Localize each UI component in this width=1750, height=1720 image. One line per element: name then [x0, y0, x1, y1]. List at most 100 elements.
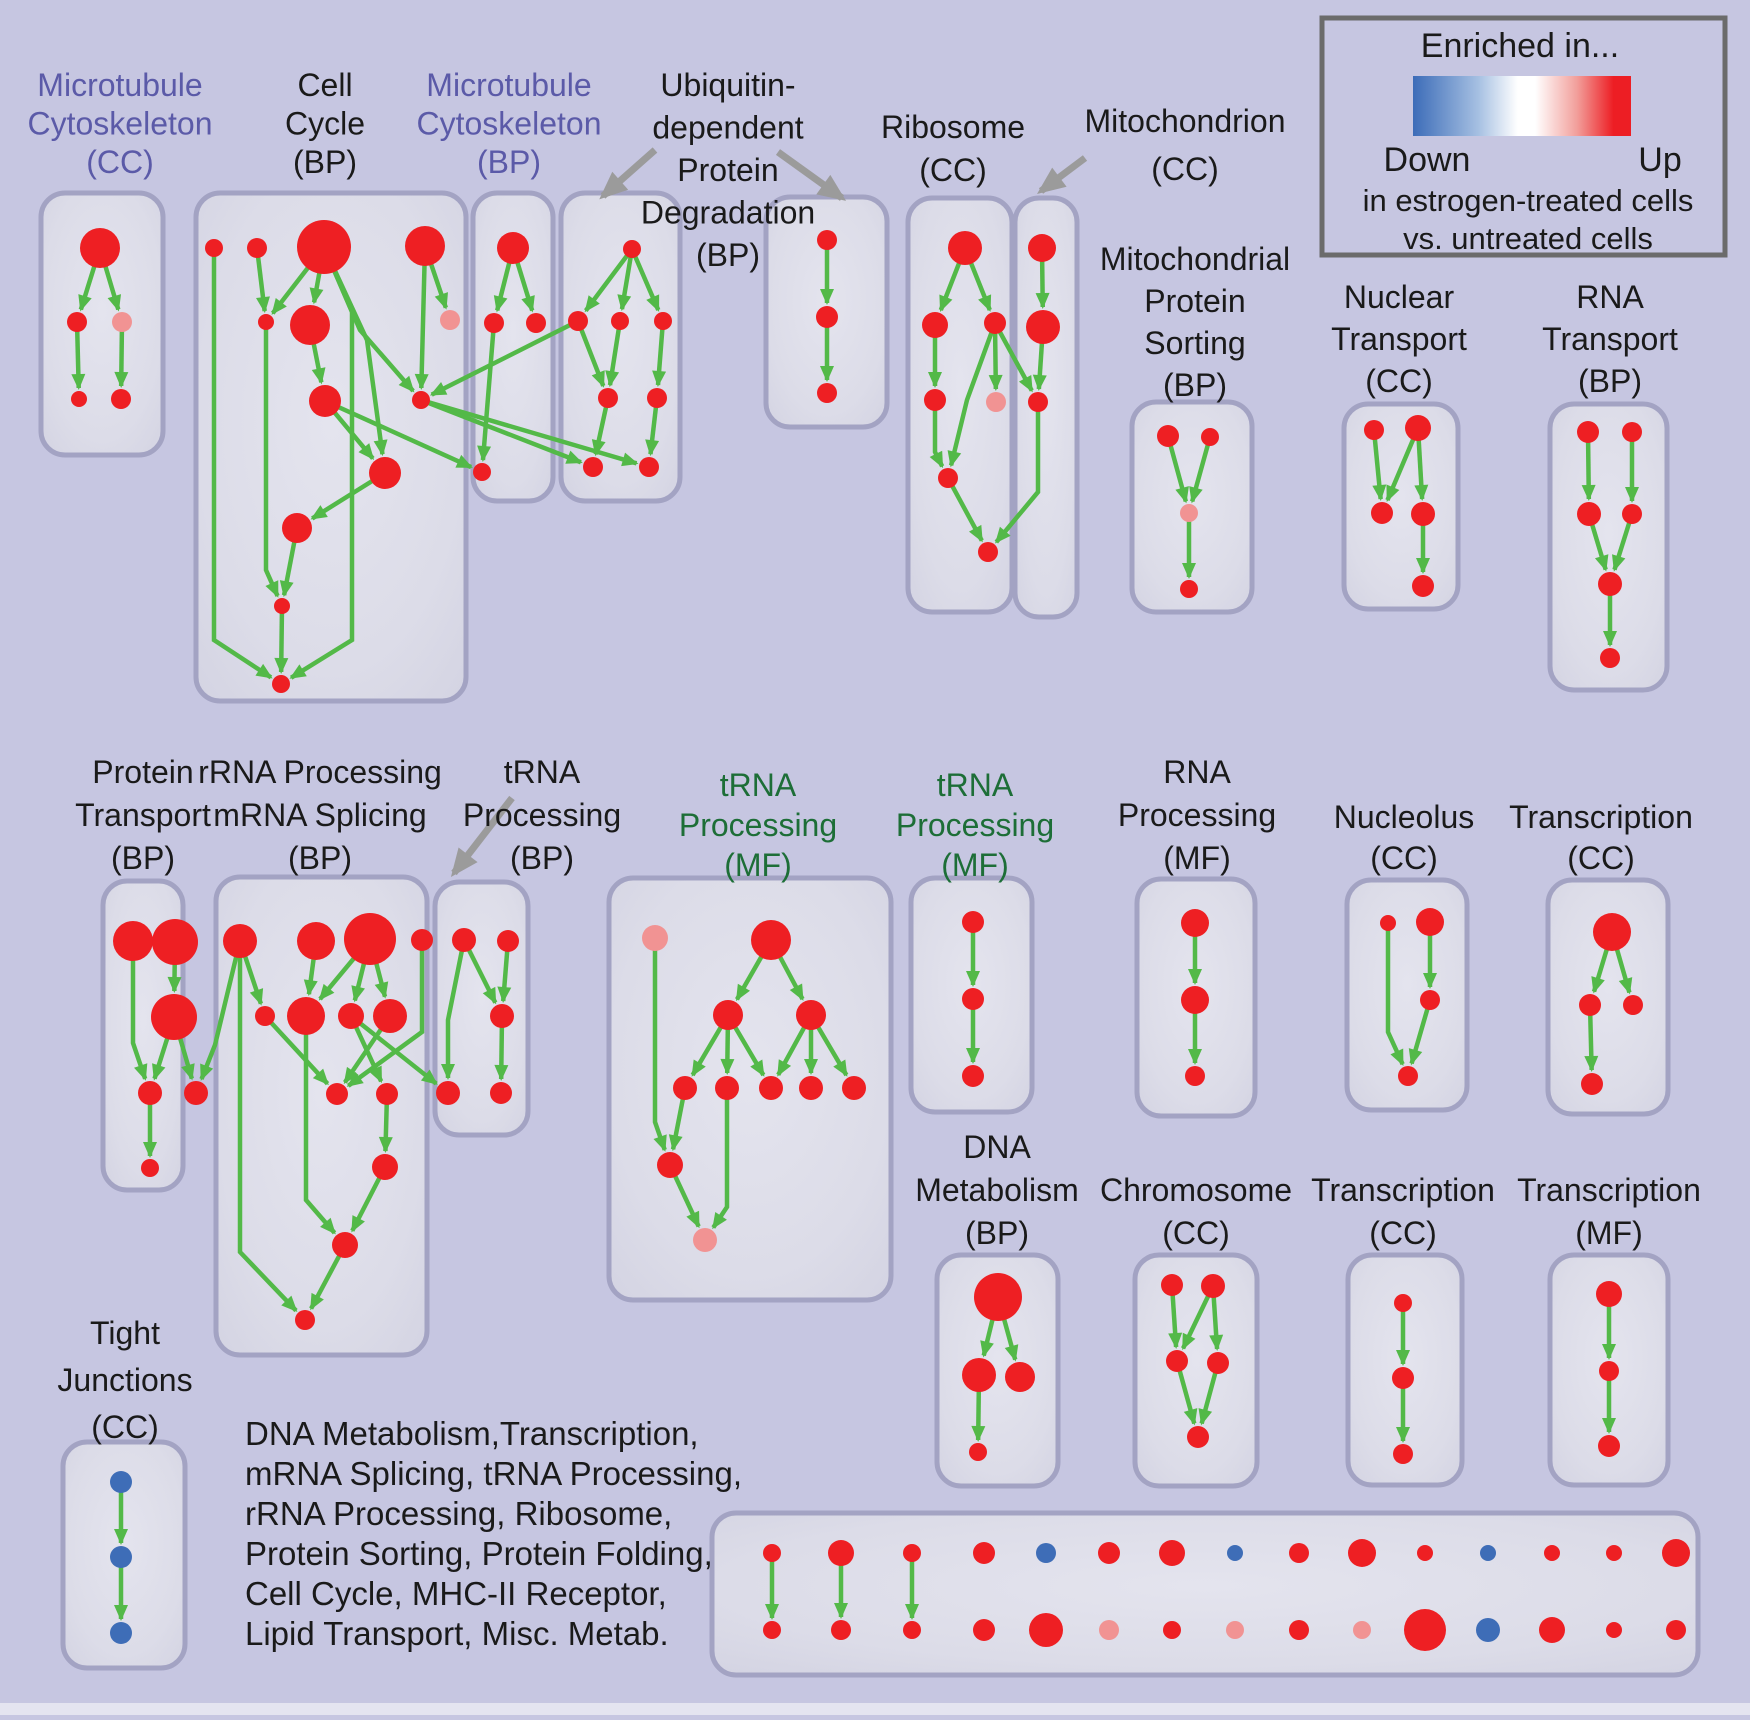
gene-node-up — [842, 1076, 866, 1100]
edge-arrow — [71, 321, 86, 391]
group-label-tight-junctions-cc: Tight Junctions (CC) — [57, 1315, 192, 1445]
group-label-protein-transport-bp: Protein Transport (BP) — [75, 754, 211, 876]
edge-arrow — [629, 248, 661, 312]
gene-node-up — [796, 1000, 826, 1030]
gene-node-up — [568, 311, 588, 331]
gene-node-up — [258, 314, 274, 330]
edge-arrow — [652, 938, 667, 1152]
group-label-transcription-cc: Transcription (CC) — [1509, 799, 1693, 876]
group-label-chromosome-cc: Chromosome (CC) — [1100, 1172, 1292, 1251]
edge-arrow — [324, 398, 473, 470]
gene-node-up — [1577, 421, 1599, 443]
gene-node-up — [816, 306, 838, 328]
gene-node-weak-up — [693, 1228, 717, 1252]
group-label-rrna-processing-mrna-splicing-bp: rRNA Processing mRNA Splicing (BP) — [198, 754, 442, 876]
gene-node-up — [287, 997, 325, 1035]
gene-node-up — [903, 1621, 921, 1639]
gene-node-up — [654, 312, 672, 330]
edge-arrow — [605, 320, 623, 388]
gene-node-up — [1005, 1362, 1035, 1392]
gene-node-up — [1600, 648, 1620, 668]
edge-arrow — [274, 605, 289, 675]
gene-node-up — [1623, 995, 1643, 1015]
edge-arrow — [237, 941, 298, 1313]
group-box-chromosome-cc — [1132, 1252, 1260, 1489]
group-box-dna-metabolism-bp — [934, 1252, 1061, 1489]
gene-node-weak-up — [1180, 504, 1198, 522]
label-pointer-arrow — [775, 149, 847, 201]
edge-arrow — [1385, 427, 1421, 502]
gene-node-up — [372, 1154, 398, 1180]
gene-node-up — [1348, 1539, 1376, 1567]
group-label-transcription-mf: Transcription (MF) — [1517, 1172, 1701, 1251]
group-label-ribosome-cc: Ribosome (CC) — [881, 109, 1025, 188]
gene-node-up — [1622, 504, 1642, 524]
gene-node-up — [490, 1082, 512, 1104]
gene-node-up — [1159, 1540, 1185, 1566]
gene-node-down — [1227, 1545, 1243, 1561]
gene-node-up — [297, 922, 335, 960]
group-label-cell-cycle-bp: Cell Cycle (BP) — [285, 67, 365, 180]
group-box-rrna-processing-mrna-splicing-bp — [213, 874, 430, 1358]
edge-arrow — [617, 248, 635, 312]
edge-arrow — [130, 941, 148, 1081]
gene-node-up — [962, 1065, 984, 1087]
gene-node-up — [1544, 1545, 1560, 1561]
gene-node-up — [282, 513, 312, 543]
group-box-rna-transport-bp — [1547, 401, 1670, 693]
edge-arrow — [994, 402, 1041, 544]
edge-arrow — [946, 476, 984, 543]
edge-arrow — [477, 322, 497, 463]
gene-node-up — [71, 391, 87, 407]
edge-arrow — [420, 397, 583, 465]
gene-node-up — [1581, 1073, 1603, 1095]
gene-node-up — [715, 1076, 739, 1100]
gene-node-up — [151, 994, 197, 1040]
gene-node-up — [1201, 428, 1219, 446]
gene-node-up — [1596, 1281, 1622, 1307]
gene-node-up — [376, 1083, 398, 1105]
gene-node-up — [1028, 392, 1048, 412]
gene-node-up — [1029, 1613, 1063, 1647]
gene-node-up — [1405, 415, 1431, 441]
gene-node-up — [1606, 1545, 1622, 1561]
gene-node-up — [623, 240, 641, 258]
gene-node-up — [452, 928, 476, 952]
gene-node-up — [962, 1358, 996, 1392]
gene-node-up — [473, 463, 491, 481]
gene-node-up — [113, 921, 153, 961]
gene-node-up — [1364, 420, 1384, 440]
gene-node-up — [924, 389, 946, 411]
gene-node-up — [948, 231, 982, 265]
edge-arrow — [993, 321, 1034, 393]
gene-node-up — [973, 1619, 995, 1641]
edge-arrow — [254, 247, 270, 314]
gene-node-up — [1598, 572, 1622, 596]
gene-node-up — [369, 457, 401, 489]
edge-arrow — [988, 322, 1003, 392]
gene-node-up — [1185, 1066, 1205, 1086]
edge-arrow — [1581, 431, 1596, 502]
gene-node-up — [295, 1310, 315, 1330]
gene-node-up — [1380, 915, 1396, 931]
gene-node-up — [1393, 1444, 1413, 1464]
gene-node-weak-up — [1226, 1621, 1244, 1639]
gene-node-up — [272, 675, 290, 693]
legend-down-label: Down — [1384, 141, 1471, 179]
gene-node-up — [817, 383, 837, 403]
gene-node-down — [1036, 1543, 1056, 1563]
gene-node-up — [763, 1621, 781, 1639]
legend-condition-line2: vs. untreated cells — [1403, 221, 1653, 256]
misc-category-note: DNA Metabolism,Transcription, mRNA Splici… — [245, 1415, 742, 1652]
edge-arrow — [114, 321, 129, 389]
gene-node-up — [1420, 990, 1440, 1010]
gene-node-up — [67, 312, 87, 332]
group-label-microtubule-cytoskeleton-bp: Microtubule Cytoskeleton (BP) — [417, 67, 602, 180]
gene-node-up — [247, 238, 267, 258]
gene-node-up — [751, 920, 791, 960]
gene-node-down — [110, 1622, 132, 1644]
gene-node-up — [1289, 1543, 1309, 1563]
gene-node-up — [297, 220, 351, 274]
